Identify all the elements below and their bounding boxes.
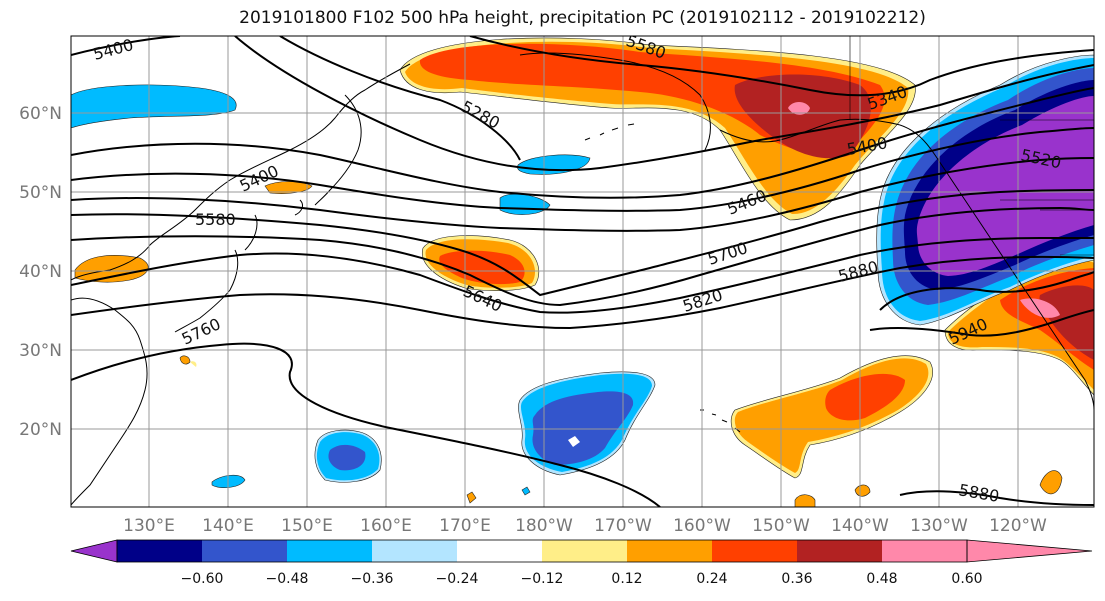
precip-region-subtrop-white [568, 436, 580, 447]
lon-label-160W: 160°W [673, 516, 731, 536]
lon-label-140E: 140°E [202, 516, 254, 536]
contour-5760 [71, 237, 1094, 314]
colorbar-tick-label: 0.48 [866, 571, 897, 587]
contour-5880-south [899, 490, 1094, 506]
lat-label-30N: 30°N [19, 341, 62, 361]
colorbar-frame [116, 539, 968, 563]
contour-5460 [71, 87, 1094, 199]
precip-region-small-orange-3 [190, 361, 197, 367]
lon-label-140W: 140°W [831, 516, 889, 536]
colorbar-segment [202, 540, 287, 562]
lon-label-120W: 120°W [989, 516, 1047, 536]
colorbar-tick-label: −0.12 [521, 571, 564, 587]
longitude-labels: 130°E 140°E 150°E 160°E 170°E 180°W 170°… [123, 516, 1047, 536]
lat-label-20N: 20°N [19, 420, 62, 440]
lon-label-150W: 150°W [752, 516, 810, 536]
precip-region-blue-small-4 [71, 84, 237, 129]
colorbar-segment [542, 540, 627, 562]
contour-5880-east [879, 271, 1094, 311]
colorbar-tick-label: −0.48 [266, 571, 309, 587]
coastline-kamchatka [314, 94, 362, 206]
precip-region-california-darkred [1039, 285, 1094, 360]
coastline-china [71, 297, 148, 506]
contour-5640 [71, 189, 1094, 297]
colorbar-tick-label: −0.24 [436, 571, 479, 587]
precip-region-japan-patch [264, 181, 313, 194]
precip-region-central-red [439, 250, 525, 285]
precip-region-alaska-pink [788, 102, 810, 115]
lon-label-180W: 180°W [515, 516, 573, 536]
latitude-labels: 60°N 50°N 40°N 30°N 20°N [19, 104, 62, 440]
contour-5400-north [71, 36, 181, 56]
colorbar-left-extension [70, 539, 118, 563]
colorbar-tick-label: −0.60 [181, 571, 224, 587]
colorbar-right-extension [966, 539, 1093, 563]
lon-label-150E: 150°E [281, 516, 333, 536]
lat-label-40N: 40°N [19, 262, 62, 282]
lat-label-60N: 60°N [19, 104, 62, 124]
contour-5520 [71, 127, 1094, 212]
colorbar: −0.60 −0.48 −0.36 −0.24 −0.12 0.12 0.24 … [70, 539, 1093, 587]
colorbar-tick-label: 0.60 [951, 571, 982, 587]
colorbar-tick-label: 0.36 [781, 571, 812, 587]
map-plot-area: 5400 5280 5400 5580 5640 5760 5460 5700 … [71, 36, 1094, 507]
contour-5580 [71, 157, 1094, 232]
coastline-na-west [899, 124, 1094, 411]
coastline-aleutians [584, 123, 635, 141]
precip-region-blue-small-5 [521, 486, 531, 496]
contour-5820 [71, 255, 1094, 330]
precip-region-sw-small-1 [1039, 470, 1063, 495]
colorbar-segment [287, 540, 372, 562]
precip-region-subtrop-royal [532, 391, 634, 465]
coastline-asia [71, 63, 411, 281]
contour-5940 [869, 309, 1094, 337]
lon-label-160E: 160°E [360, 516, 412, 536]
colorbar-segment [882, 540, 967, 562]
contour-5880 [71, 342, 661, 507]
colorbar-segment [457, 540, 542, 562]
lon-label-170E: 170°E [439, 516, 491, 536]
precip-region-wpac-royal [328, 444, 366, 471]
gridlines [71, 36, 1094, 507]
contour-label: 5580 [195, 210, 236, 229]
colorbar-tick-label: −0.36 [351, 571, 394, 587]
contour-5400 [234, 36, 1094, 172]
colorbar-segment [372, 540, 457, 562]
colorbar-segment [627, 540, 712, 562]
precip-region-small-orange-1 [466, 491, 477, 504]
precip-region-pnw-purple [916, 96, 1094, 276]
precip-region-sw-small-2 [794, 494, 816, 507]
colorbar-tick-label: 0.24 [696, 571, 727, 587]
lon-label-130W: 130°W [910, 516, 968, 536]
map-frame [70, 35, 1095, 508]
boundary-lines [849, 36, 1094, 256]
lon-label-130E: 130°E [123, 516, 175, 536]
height-contours [71, 36, 1094, 507]
precip-region-southwest-red [825, 373, 905, 421]
precip-region-california-pink [1020, 298, 1060, 318]
colorbar-segment [797, 540, 882, 562]
colorbar-segment [117, 540, 202, 562]
colorbar-segment [712, 540, 797, 562]
contour-5280 [279, 36, 521, 161]
lon-label-170W: 170°W [594, 516, 652, 536]
contour-5340 [469, 36, 1094, 97]
lat-label-50N: 50°N [19, 183, 62, 203]
map-title: 2019101800 F102 500 hPa height, precipit… [239, 8, 926, 28]
contour-5700 [71, 206, 1094, 307]
precip-region-alaska-darkred [734, 74, 871, 159]
colorbar-tick-label: 0.12 [611, 571, 642, 587]
